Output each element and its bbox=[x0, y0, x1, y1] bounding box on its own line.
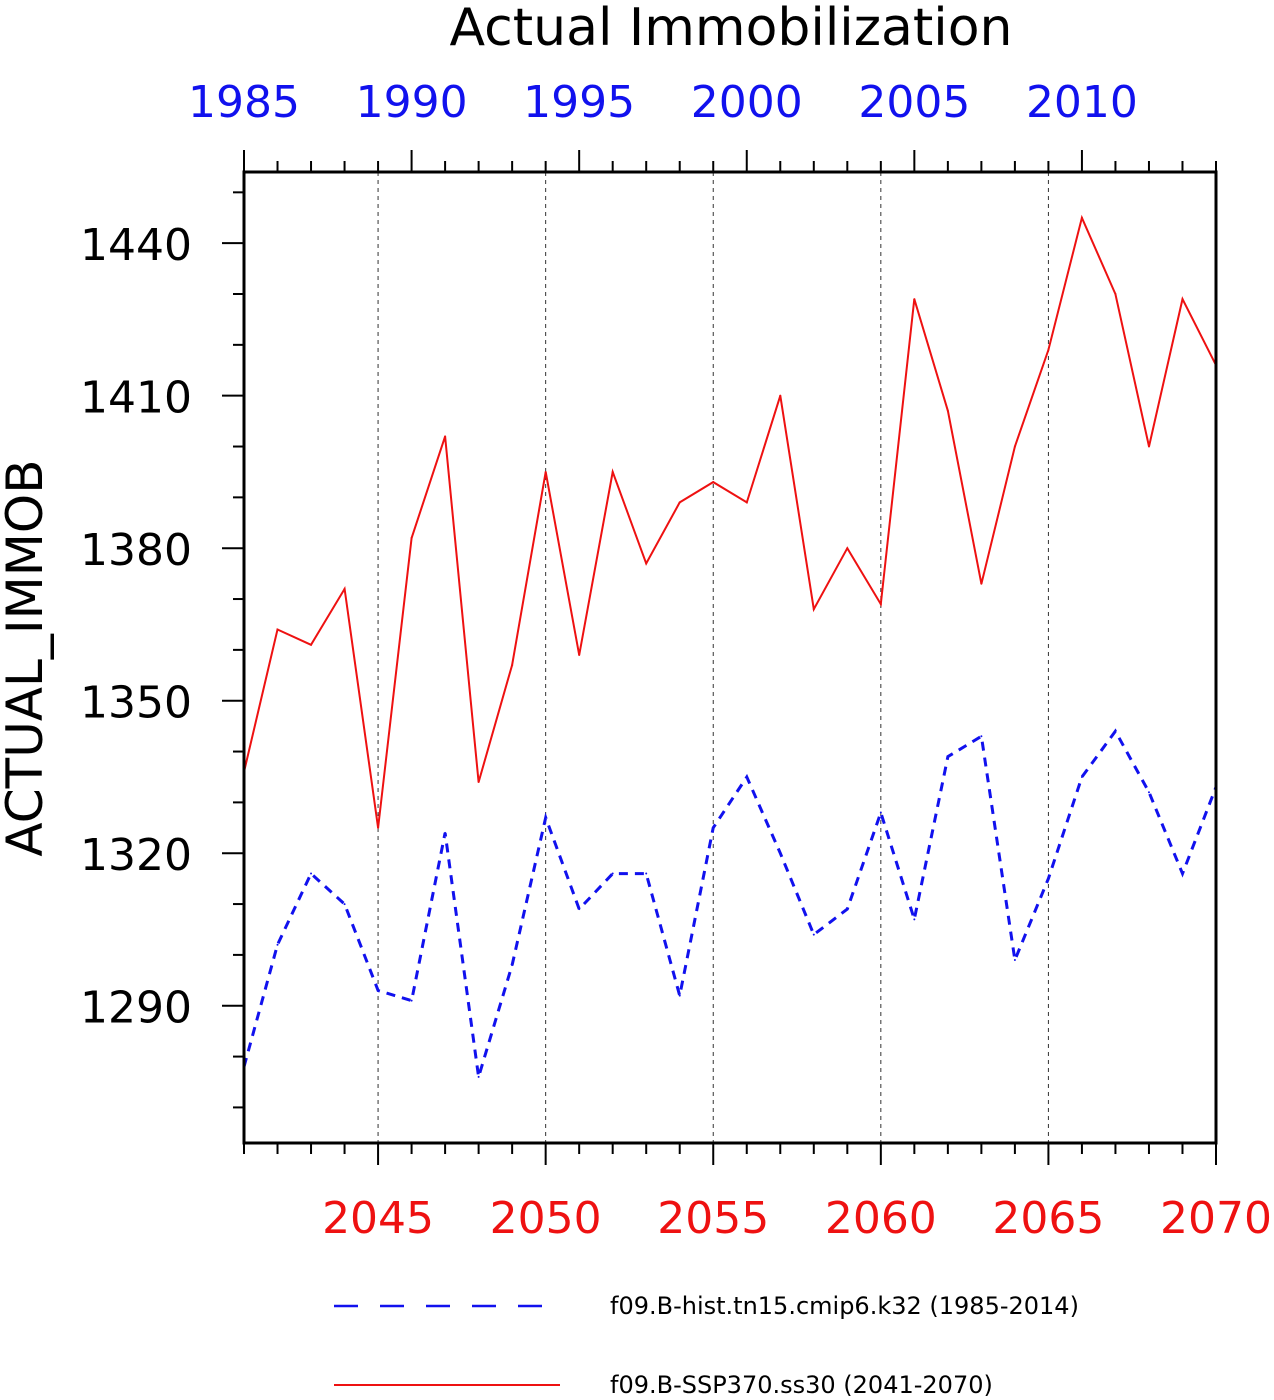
series-1-point-2059 bbox=[846, 547, 849, 550]
series-0-point-2000 bbox=[745, 775, 748, 778]
y-tick-label-1440: 1440 bbox=[80, 220, 192, 271]
series-0-point-1994 bbox=[544, 816, 547, 819]
series-1-point-2042 bbox=[276, 628, 279, 631]
series-1-point-2048 bbox=[477, 781, 480, 784]
series-1-point-2051 bbox=[578, 653, 581, 656]
series-1-point-2045 bbox=[377, 826, 380, 829]
series-0-point-1993 bbox=[511, 964, 514, 967]
top-tick-label-1995: 1995 bbox=[523, 77, 635, 128]
top-tick-label-1990: 1990 bbox=[356, 77, 468, 128]
series-1-point-2060 bbox=[879, 603, 882, 606]
series-1-point-2052 bbox=[611, 470, 614, 473]
series-1-point-2067 bbox=[1114, 293, 1117, 296]
y-tick-label-1350: 1350 bbox=[80, 678, 192, 729]
series-0-point-1988 bbox=[343, 903, 346, 906]
series-0-point-1991 bbox=[444, 831, 447, 834]
y-tick-label-1380: 1380 bbox=[80, 525, 192, 576]
series-1-point-2058 bbox=[812, 608, 815, 611]
series-1-point-2053 bbox=[645, 562, 648, 565]
series-0-point-1996 bbox=[611, 872, 614, 875]
tick-labels: 1290 1320 1350 1380 1410 1440 2045 2050 2055 2060… bbox=[80, 77, 1272, 1244]
series-1-point-2043 bbox=[310, 643, 313, 646]
series-0-point-2011 bbox=[1114, 730, 1117, 733]
series-0-point-1999 bbox=[712, 826, 715, 829]
series-0-point-1986 bbox=[276, 943, 279, 946]
series-0-point-1987 bbox=[310, 872, 313, 875]
top-tick-label-2010: 2010 bbox=[1026, 77, 1138, 128]
bottom-tick-label-2060: 2060 bbox=[825, 1193, 937, 1244]
series-1-point-2044 bbox=[343, 587, 346, 590]
series-1-point-2054 bbox=[678, 501, 681, 504]
bottom-tick-label-2070: 2070 bbox=[1160, 1193, 1272, 1244]
grid-lines bbox=[377, 172, 1049, 1143]
series-0-point-1989 bbox=[377, 989, 380, 992]
series-1-point-2050 bbox=[544, 470, 547, 473]
series-1-point-2068 bbox=[1147, 445, 1150, 448]
series-0-point-1997 bbox=[645, 872, 648, 875]
bottom-tick-label-2045: 2045 bbox=[322, 1193, 434, 1244]
series-0-point-1992 bbox=[477, 1075, 480, 1078]
series-1-point-2065 bbox=[1047, 348, 1050, 351]
series-line-1 bbox=[243, 214, 1217, 828]
legend-label-ssp370: f09.B-SSP370.ss30 (2041-2070) bbox=[610, 1371, 993, 1399]
bottom-tick-label-2055: 2055 bbox=[657, 1193, 769, 1244]
legend-label-hist: f09.B-hist.tn15.cmip6.k32 (1985-2014) bbox=[610, 1292, 1079, 1320]
plot-frame bbox=[242, 170, 1218, 1145]
chart-title: Actual Immobilization bbox=[449, 0, 1012, 58]
y-tick-label-1320: 1320 bbox=[80, 830, 192, 881]
series-0-point-2005 bbox=[913, 918, 916, 921]
top-tick-label-2005: 2005 bbox=[858, 77, 970, 128]
series-0-point-2013 bbox=[1181, 872, 1184, 875]
series-1-point-2049 bbox=[511, 664, 514, 667]
series-1-point-2056 bbox=[745, 501, 748, 504]
series-0-point-2007 bbox=[980, 735, 983, 738]
y-tick-label-1410: 1410 bbox=[80, 373, 192, 424]
series-1-point-2062 bbox=[946, 409, 949, 412]
bottom-tick-label-2050: 2050 bbox=[490, 1193, 602, 1244]
series-1-point-2064 bbox=[1013, 445, 1016, 448]
series-0-point-2012 bbox=[1147, 791, 1150, 794]
axis-ticks bbox=[222, 150, 1217, 1165]
series-0-point-1995 bbox=[578, 908, 581, 911]
series-1-point-2046 bbox=[410, 537, 413, 540]
series-1-point-2055 bbox=[712, 481, 715, 484]
y-tick-label-1290: 1290 bbox=[80, 983, 192, 1034]
series-0-point-1990 bbox=[410, 999, 413, 1002]
series-line-0 bbox=[242, 728, 1218, 1078]
series-0-point-2003 bbox=[846, 908, 849, 911]
series-1-point-2057 bbox=[779, 394, 782, 397]
series-lines bbox=[242, 214, 1218, 1078]
series-0-point-2009 bbox=[1047, 877, 1050, 880]
series-0-point-2006 bbox=[946, 755, 949, 758]
series-0-point-2008 bbox=[1013, 958, 1016, 961]
series-1-point-2069 bbox=[1181, 298, 1184, 301]
top-tick-label-1985: 1985 bbox=[188, 77, 300, 128]
series-1-point-2061 bbox=[913, 298, 916, 301]
legend: f09.B-hist.tn15.cmip6.k32 (1985-2014) f0… bbox=[334, 1292, 1079, 1399]
series-0-point-1998 bbox=[678, 994, 681, 997]
series-0-point-2010 bbox=[1080, 775, 1083, 778]
series-0-point-2004 bbox=[879, 811, 882, 814]
series-1-point-2047 bbox=[444, 435, 447, 438]
y-axis-label: ACTUAL_IMMOB bbox=[0, 459, 54, 856]
series-0-point-2001 bbox=[779, 852, 782, 855]
series-0-point-2002 bbox=[812, 933, 815, 936]
series-1-point-2066 bbox=[1080, 216, 1083, 219]
series-1-point-2063 bbox=[980, 582, 983, 585]
top-tick-label-2000: 2000 bbox=[691, 77, 803, 128]
bottom-tick-label-2065: 2065 bbox=[992, 1193, 1104, 1244]
